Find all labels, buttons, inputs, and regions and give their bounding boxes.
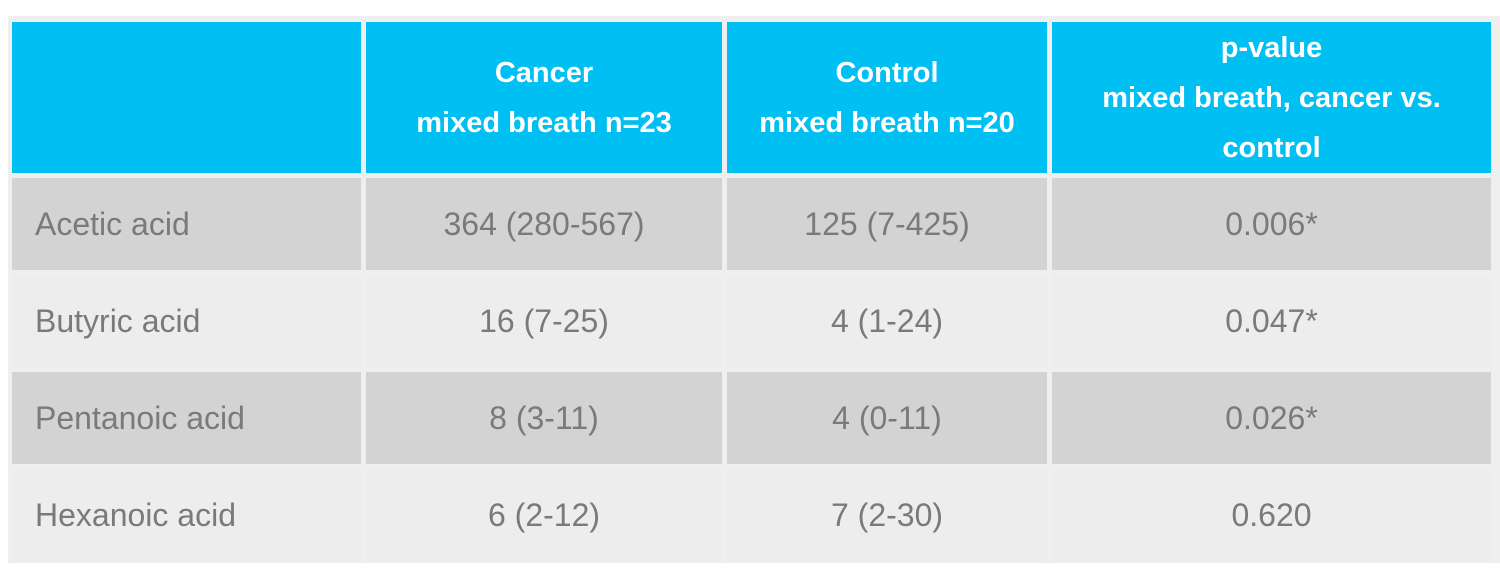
cell-hexanoic-control: 7 (2-30) bbox=[727, 469, 1047, 561]
row-label-butyric-acid: Butyric acid bbox=[12, 275, 361, 367]
header-cancer-mixed-breath: Cancer mixed breath n=23 bbox=[366, 22, 722, 173]
cell-acetic-control: 125 (7-425) bbox=[727, 178, 1047, 270]
cell-pentanoic-control: 4 (0-11) bbox=[727, 372, 1047, 464]
cell-butyric-cancer: 16 (7-25) bbox=[366, 275, 722, 367]
header-control-mixed-breath: Control mixed breath n=20 bbox=[727, 22, 1047, 173]
row-label-acetic-acid: Acetic acid bbox=[12, 178, 361, 270]
header-compound-empty bbox=[12, 22, 361, 173]
data-table: Cancer mixed breath n=23 Control mixed b… bbox=[8, 16, 1500, 563]
cell-acetic-p-value: 0.006* bbox=[1052, 178, 1491, 270]
row-label-pentanoic-acid: Pentanoic acid bbox=[12, 372, 361, 464]
cell-acetic-cancer: 364 (280-567) bbox=[366, 178, 722, 270]
row-label-hexanoic-acid: Hexanoic acid bbox=[12, 469, 361, 561]
cell-hexanoic-cancer: 6 (2-12) bbox=[366, 469, 722, 561]
cell-pentanoic-p-value: 0.026* bbox=[1052, 372, 1491, 464]
table-grid: Cancer mixed breath n=23 Control mixed b… bbox=[12, 22, 1491, 561]
cell-butyric-p-value: 0.047* bbox=[1052, 275, 1491, 367]
cell-pentanoic-cancer: 8 (3-11) bbox=[366, 372, 722, 464]
cell-hexanoic-p-value: 0.620 bbox=[1052, 469, 1491, 561]
header-p-value: p-value mixed breath, cancer vs. control bbox=[1052, 22, 1491, 173]
cell-butyric-control: 4 (1-24) bbox=[727, 275, 1047, 367]
